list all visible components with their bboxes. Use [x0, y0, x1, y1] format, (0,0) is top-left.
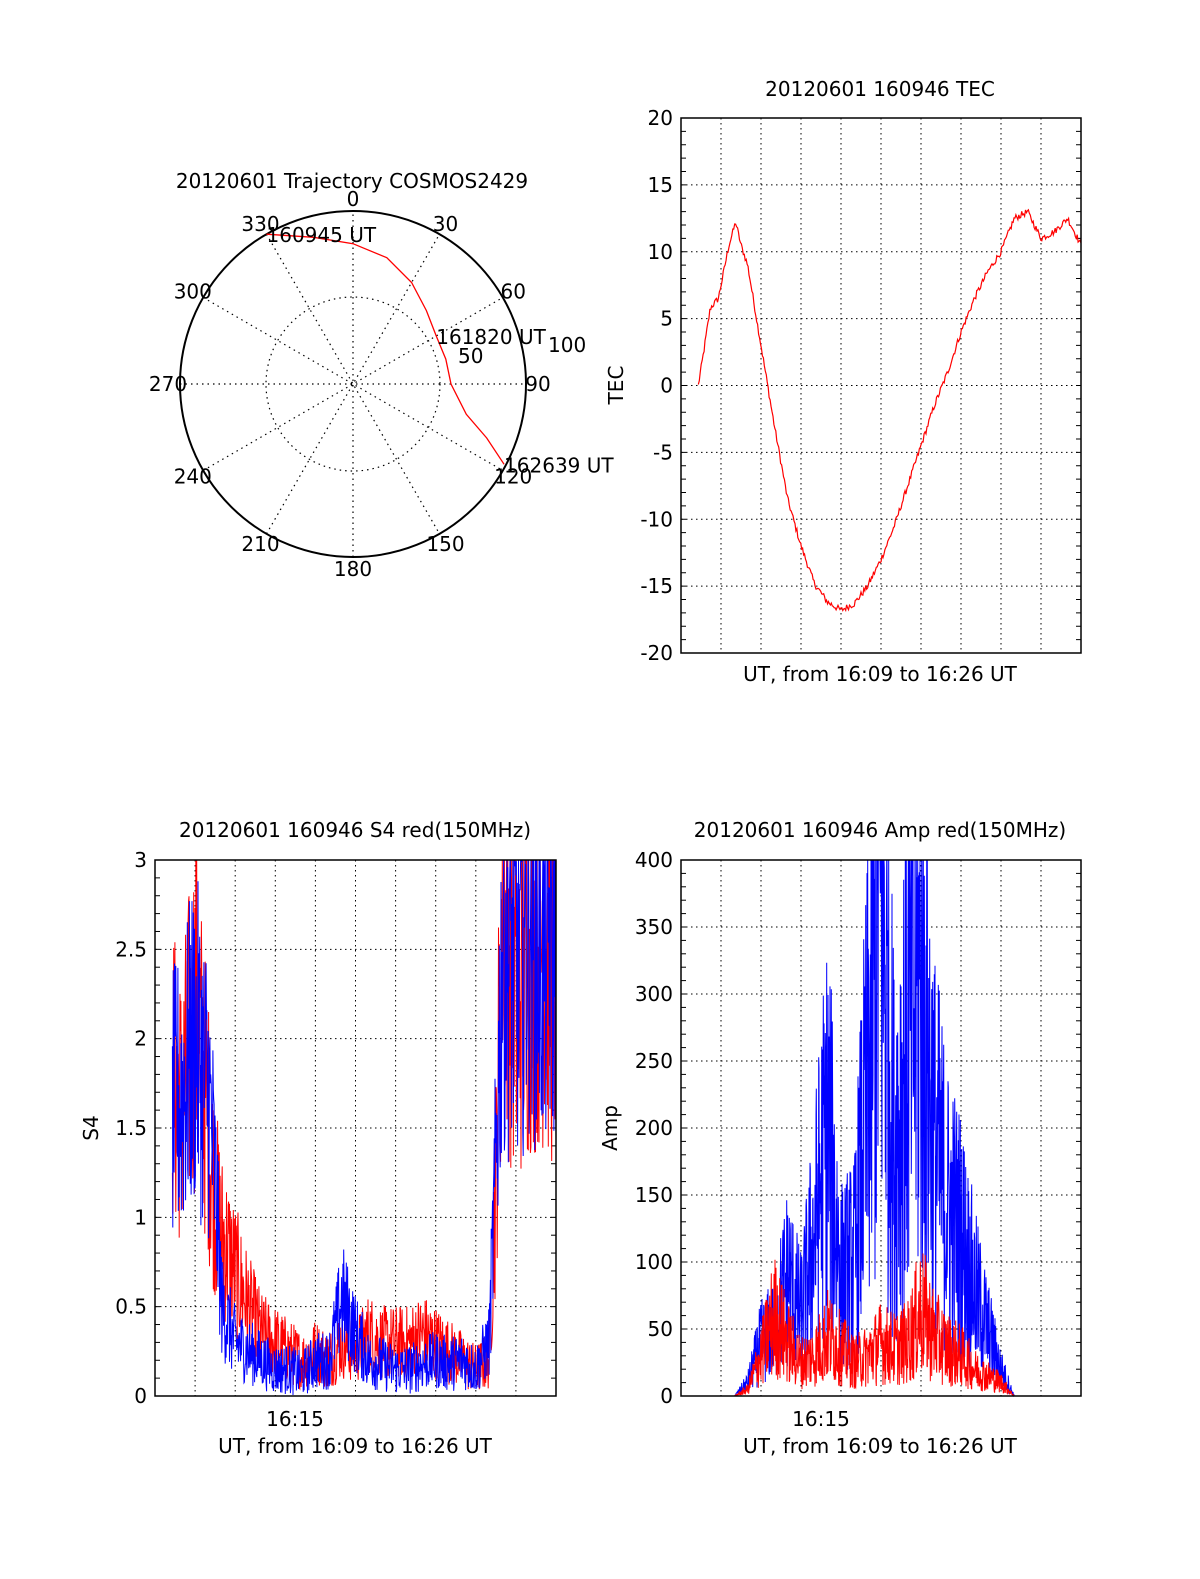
s4-series	[171, 859, 557, 1396]
polar-inner-circle	[265, 296, 441, 472]
polar-trajectory-line	[266, 233, 505, 465]
polar-spoke-150	[265, 233, 441, 535]
amp-xlabel: UT, from 16:09 to 16:26 UT	[743, 1434, 1018, 1458]
tec-ylabel: TEC	[604, 366, 628, 406]
polar-radial-label-100: 100	[548, 333, 586, 357]
polar-grid	[180, 211, 526, 557]
polar-az-label: 120	[494, 465, 532, 489]
polar-azimuth-labels: 0 30 60 90 120 150 180 210 240 270 300 330	[149, 187, 551, 581]
s4-title: 20120601 160946 S4 red(150MHz)	[179, 818, 531, 842]
polar-panel: 20120601 Trajectory COSMOS2429 0 30 60 90 12…	[149, 169, 614, 581]
amp-ytick-label: 400	[635, 848, 673, 872]
polar-spoke-60	[202, 296, 504, 472]
tec-frame	[680, 117, 1082, 654]
polar-az-label: 150	[426, 532, 464, 556]
amp-ytick-label: 150	[635, 1183, 673, 1207]
amp-ytick-label: 200	[635, 1116, 673, 1140]
polar-annotation: 160945 UT	[267, 223, 377, 247]
tec-ytick-label: 5	[660, 307, 673, 331]
tec-grid	[681, 117, 1081, 654]
tec-ytick-label: 20	[648, 106, 673, 130]
amp-ytick-label: 0	[660, 1384, 673, 1408]
polar-az-label: 30	[433, 212, 458, 236]
tec-y-tick-labels: 20 15 10 5 0 -5 -10 -15 -20	[640, 106, 673, 665]
amp-ytick-label: 50	[648, 1317, 673, 1341]
s4-ytick-label: 3	[134, 848, 147, 872]
amp-xtick-1615: 16:15	[792, 1407, 850, 1431]
amp-ylabel: Amp	[598, 1105, 622, 1151]
s4-ytick-label: 0.5	[115, 1295, 147, 1319]
tec-ytick-label: 10	[648, 240, 673, 264]
tec-panel: 20120601 160946 TEC 20151050-5-10-15-20 …	[604, 77, 1082, 686]
polar-az-label: 330	[241, 212, 279, 236]
tec-ytick-label: 0	[660, 374, 673, 398]
polar-spoke-120	[202, 296, 504, 472]
tec-series	[697, 208, 1082, 613]
polar-outer-circle	[179, 210, 527, 558]
polar-az-label: 300	[174, 280, 212, 304]
s4-series-line	[171, 859, 557, 1391]
polar-annotation: 162639 UT	[504, 453, 614, 477]
s4-ytick-label: 0	[134, 1384, 147, 1408]
tec-xlabel: UT, from 16:09 to 16:26 UT	[743, 662, 1018, 686]
tec-ytick-label: 15	[648, 173, 673, 197]
amp-panel: 20120601 160946 Amp red(150MHz) 400 350 30…	[598, 818, 1082, 1458]
s4-series-line	[171, 859, 557, 1396]
amp-y-tick-labels: 400 350 300 250 200 150 100 50 0	[635, 848, 673, 1408]
s4-y-tick-labels: 3 2.5 2 1.5 1 0.5 0	[115, 848, 147, 1408]
polar-title: 20120601 Trajectory COSMOS2429	[176, 169, 528, 193]
amp-ytick-label: 100	[635, 1250, 673, 1274]
amp-ytick-label: 350	[635, 915, 673, 939]
s4-ytick-label: 2.5	[115, 937, 147, 961]
amp-frame	[680, 859, 1082, 1397]
s4-panel: 20120601 160946 S4 red(150MHz) 3 2.5 2 1.5 1…	[79, 818, 557, 1458]
amp-title: 20120601 160946 Amp red(150MHz)	[694, 818, 1066, 842]
s4-ylabel: S4	[79, 1115, 103, 1140]
polar-az-label: 90	[525, 372, 550, 396]
polar-annotations: 160945 UT 161820 UT 162639 UT	[267, 223, 615, 477]
s4-ytick-label: 1	[134, 1205, 147, 1229]
polar-az-label: 60	[500, 280, 525, 304]
s4-frame	[154, 859, 557, 1397]
polar-az-label: 240	[174, 465, 212, 489]
amp-series-line	[681, 1253, 1081, 1397]
amp-ytick-label: 300	[635, 982, 673, 1006]
s4-xtick-1615: 16:15	[266, 1407, 324, 1431]
polar-spoke-30	[265, 233, 441, 535]
polar-az-label: 210	[241, 532, 279, 556]
tec-ytick-label: -15	[640, 574, 673, 598]
tec-series-line	[697, 208, 1082, 613]
polar-az-label: 0	[347, 187, 360, 211]
s4-ytick-label: 1.5	[115, 1116, 147, 1140]
amp-ytick-label: 250	[635, 1049, 673, 1073]
s4-xlabel: UT, from 16:09 to 16:26 UT	[218, 1434, 493, 1458]
polar-series	[266, 233, 505, 465]
s4-ytick-label: 2	[134, 1027, 147, 1051]
tec-ytick-label: -10	[640, 507, 673, 531]
polar-az-label: 270	[149, 372, 187, 396]
polar-radial-label-50: 50	[458, 344, 483, 368]
polar-az-label: 180	[334, 557, 372, 581]
polar-annotation: 161820 UT	[436, 325, 546, 349]
tec-ytick-label: -20	[640, 641, 673, 665]
tec-title: 20120601 160946 TEC	[765, 77, 995, 101]
tec-ytick-label: -5	[653, 440, 673, 464]
